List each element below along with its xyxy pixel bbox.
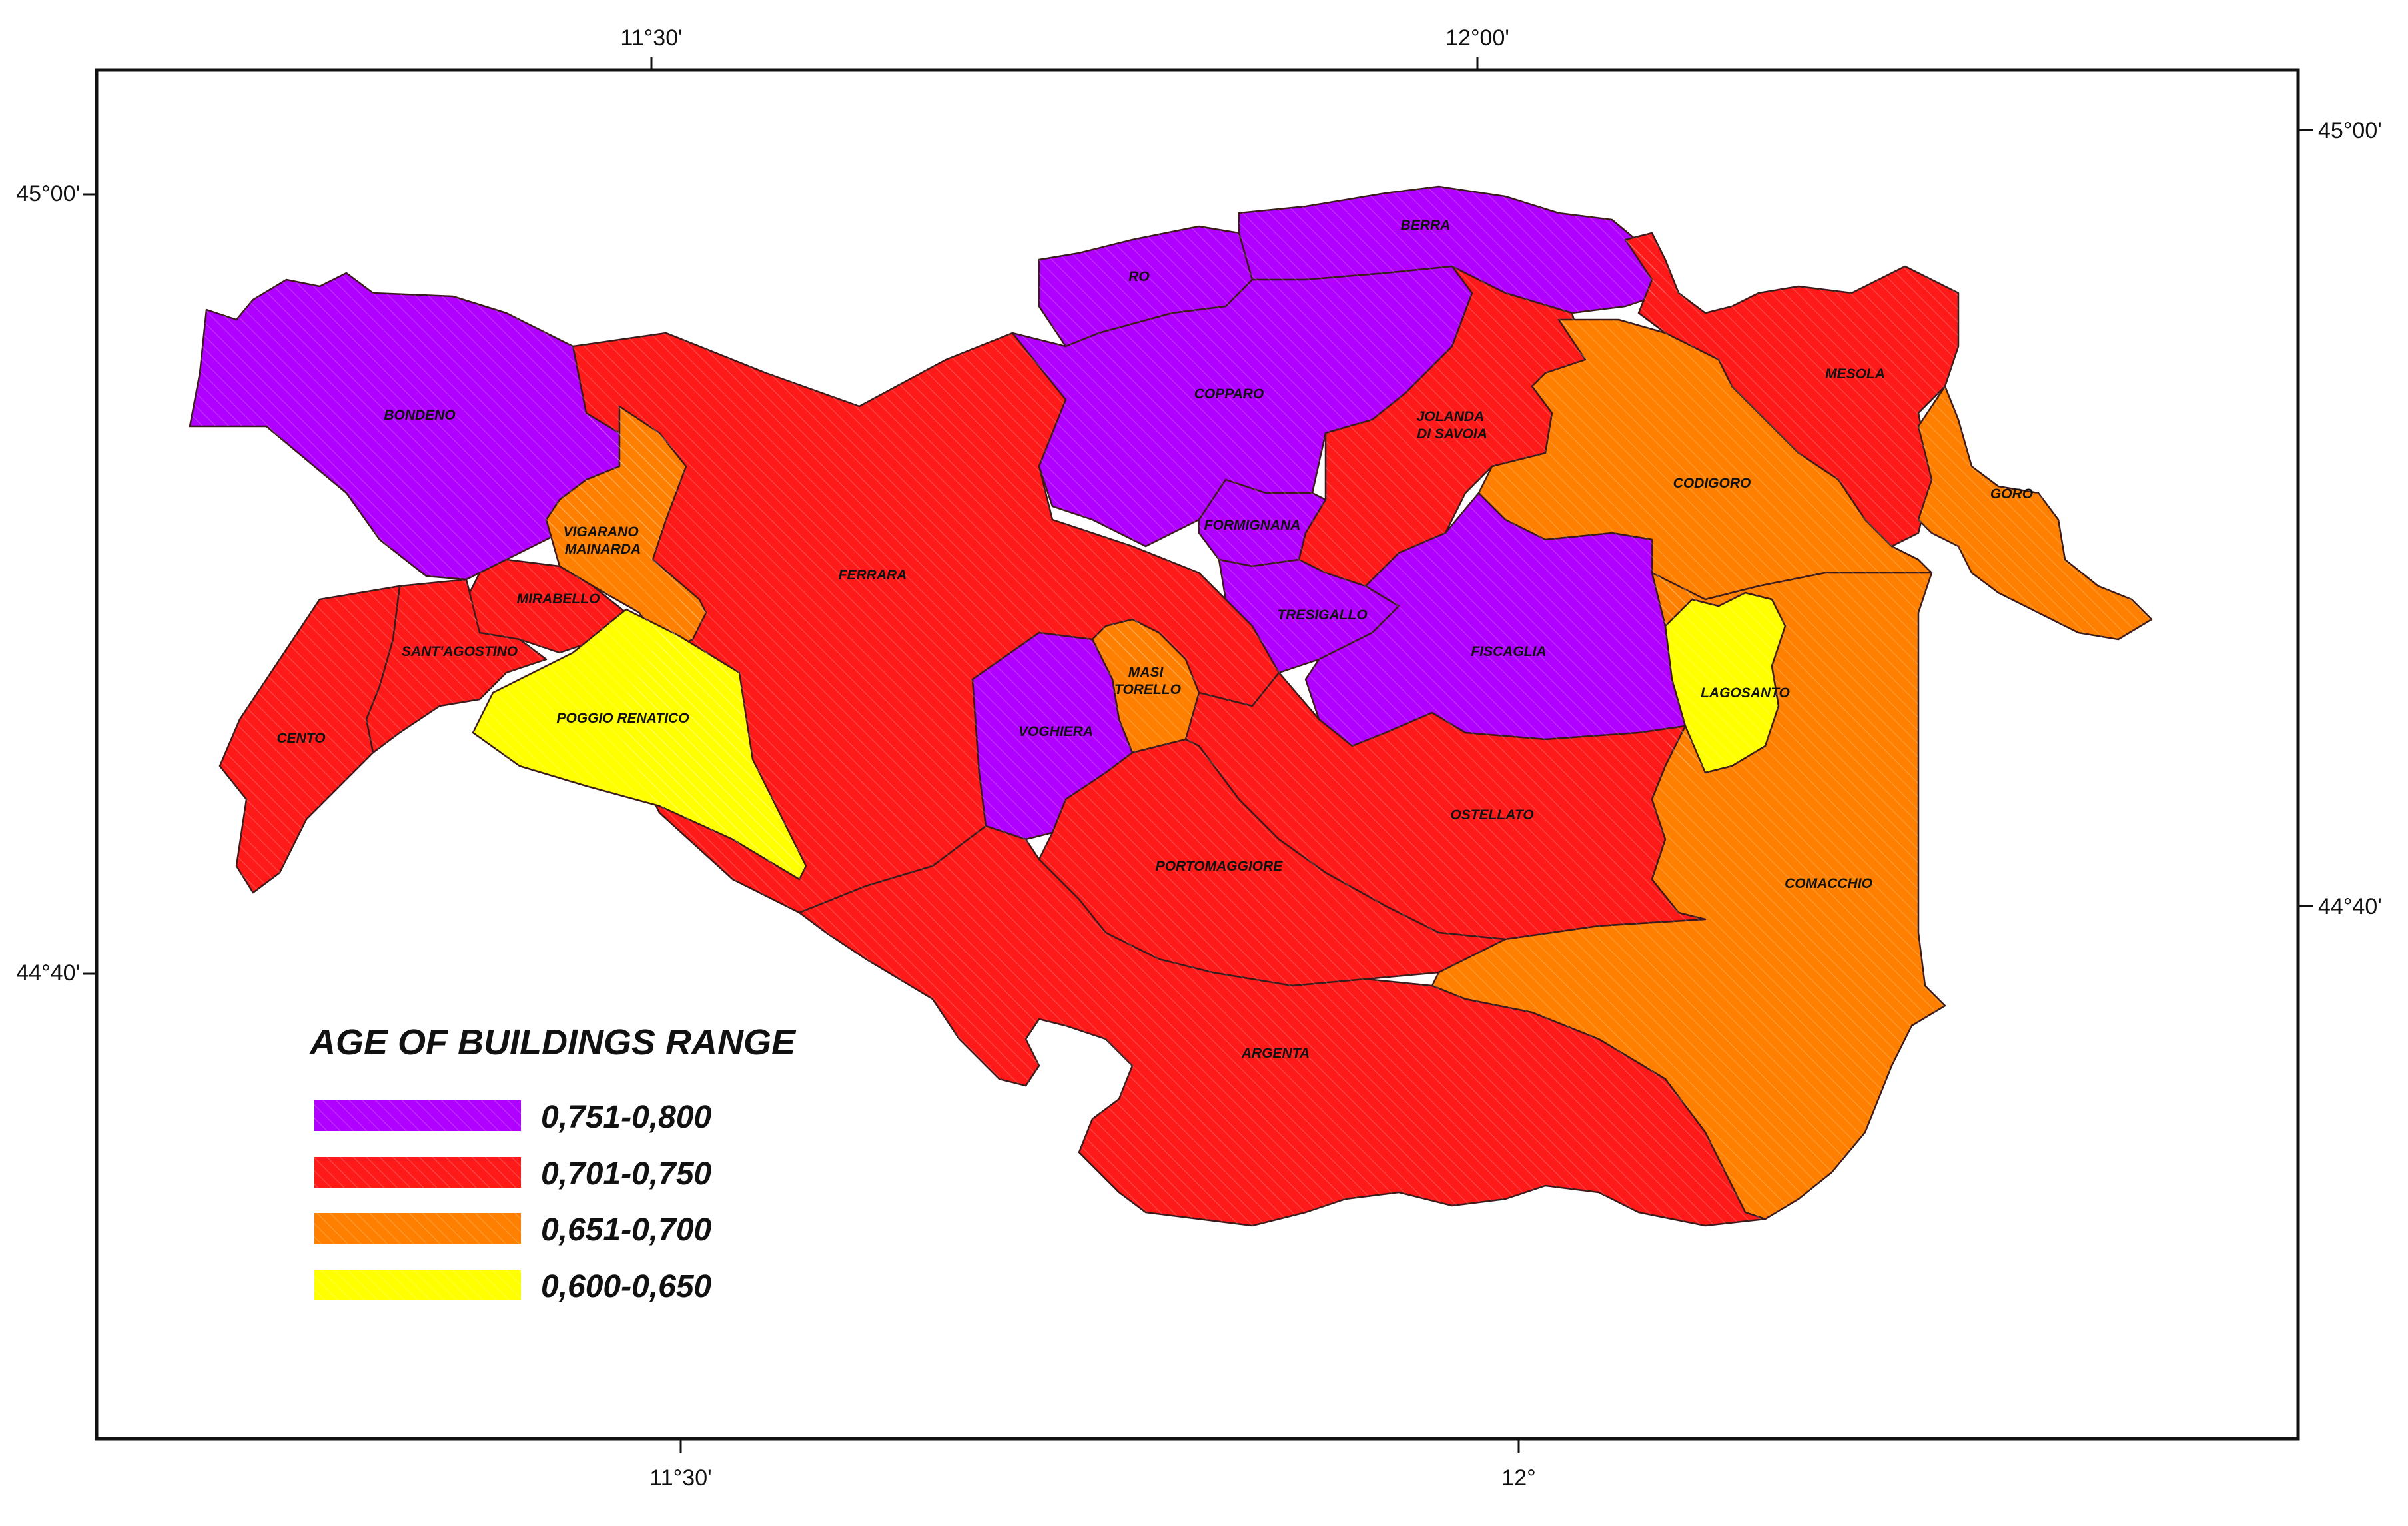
legend-label-orange: 0,651-0,700 <box>541 1212 712 1248</box>
legend-label-purple: 0,751-0,800 <box>541 1100 712 1135</box>
region-bondeno-hatch <box>190 273 626 579</box>
label-berra: BERRA <box>1401 218 1451 233</box>
label-vigarano: VIGARANO MAINARDA <box>563 524 642 557</box>
legend-swatch-yellow-hatch <box>314 1270 521 1300</box>
left-tick-label: 45°00' <box>16 181 80 206</box>
region-tresigallo-hatch <box>1219 560 1399 673</box>
top-tick-label: 11°30' <box>620 25 682 51</box>
label-mirabello: MIRABELLO <box>517 591 600 607</box>
region-formignana-hatch <box>1199 480 1326 566</box>
label-argenta: ARGENTA <box>1241 1046 1310 1061</box>
label-codigoro: CODIGORO <box>1673 476 1751 491</box>
label-santagostino: SANT'AGOSTINO <box>402 644 518 659</box>
region-ostellato-hatch <box>1186 673 1705 939</box>
label-vigarano-line-2: MAINARDA <box>565 542 641 557</box>
region-mirabello-hatch <box>466 560 626 653</box>
right-tick-label: 44°40' <box>2318 894 2382 919</box>
top-tick-label: 12°00' <box>1445 25 1509 51</box>
region-fiscaglia-hatch <box>1306 493 1685 746</box>
label-masi-torello-line-1: MASI <box>1128 665 1164 680</box>
right-tick-label: 45°00' <box>2318 118 2382 143</box>
region-cento-hatch <box>220 586 400 893</box>
legend-label-red: 0,701-0,750 <box>541 1156 712 1192</box>
legend-label-yellow: 0,600-0,650 <box>541 1269 712 1304</box>
label-mesola: MESOLA <box>1825 366 1885 382</box>
bottom-tick-label: 11°30' <box>649 1465 711 1491</box>
label-portomaggiore: PORTOMAGGIORE <box>1156 859 1284 874</box>
region-hatching <box>190 187 2152 1226</box>
municipality-labels: BONDENO VIGARANO MAINARDA MIRABELLO SANT… <box>276 218 2033 1061</box>
region-santagostino-hatch <box>366 579 546 753</box>
region-poggio-renatico-hatch <box>473 609 806 879</box>
label-masi-torello-line-2: TORELLO <box>1114 682 1181 697</box>
label-ro: RO <box>1128 269 1150 284</box>
region-berra-hatch <box>1239 187 1665 313</box>
label-jolanda-line-2: DI SAVOIA <box>1417 426 1487 442</box>
region-goro-hatch <box>1918 386 2152 639</box>
left-tick-label: 44°40' <box>16 960 80 986</box>
region-vigarano-hatch <box>546 406 706 653</box>
region-codigoro-hatch <box>1479 320 1932 626</box>
region-voghiera-hatch <box>973 633 1132 839</box>
region-lagosanto-hatch <box>1665 593 1785 773</box>
label-masi-torello: MASI TORELLO <box>1114 665 1181 697</box>
bottom-tick-label: 12° <box>1501 1465 1535 1491</box>
label-voghiera: VOGHIERA <box>1018 724 1093 739</box>
region-mesola-hatch <box>1625 233 1958 546</box>
label-fiscaglia: FISCAGLIA <box>1471 644 1546 659</box>
label-bondeno: BONDENO <box>384 408 455 423</box>
label-ferrara: FERRARA <box>839 568 907 583</box>
label-vigarano-line-1: VIGARANO <box>563 524 638 540</box>
region-comacchio-hatch <box>1432 573 1945 1219</box>
label-jolanda: JOLANDA DI SAVOIA <box>1417 409 1488 442</box>
label-formignana: FORMIGNANA <box>1204 518 1301 533</box>
label-poggio-renatico: POGGIO RENATICO <box>556 711 689 726</box>
label-tresigallo: TRESIGALLO <box>1277 607 1367 623</box>
label-lagosanto: LAGOSANTO <box>1701 685 1790 701</box>
label-copparo: COPPARO <box>1194 386 1264 402</box>
region-ro-hatch <box>1039 226 1252 346</box>
legend-title: AGE OF BUILDINGS RANGE <box>308 1022 797 1062</box>
label-jolanda-line-1: JOLANDA <box>1417 409 1484 424</box>
legend-swatch-purple-hatch <box>314 1100 521 1131</box>
region-portomaggiore-hatch <box>1039 739 1505 986</box>
label-comacchio: COMACCHIO <box>1785 876 1872 891</box>
label-ostellato: OSTELLATO <box>1450 807 1533 823</box>
region-copparo-hatch <box>1012 266 1472 546</box>
label-cento: CENTO <box>276 731 325 746</box>
region-argenta-hatch <box>799 826 1765 1226</box>
legend-swatch-orange-hatch <box>314 1213 521 1244</box>
region-jolanda-hatch <box>1299 266 1585 586</box>
label-goro: GORO <box>1990 486 2033 502</box>
tick-marks <box>83 57 2313 1453</box>
legend-swatch-red-hatch <box>314 1157 521 1188</box>
legend: AGE OF BUILDINGS RANGE 0,751-0,800 0,701… <box>308 1022 797 1304</box>
